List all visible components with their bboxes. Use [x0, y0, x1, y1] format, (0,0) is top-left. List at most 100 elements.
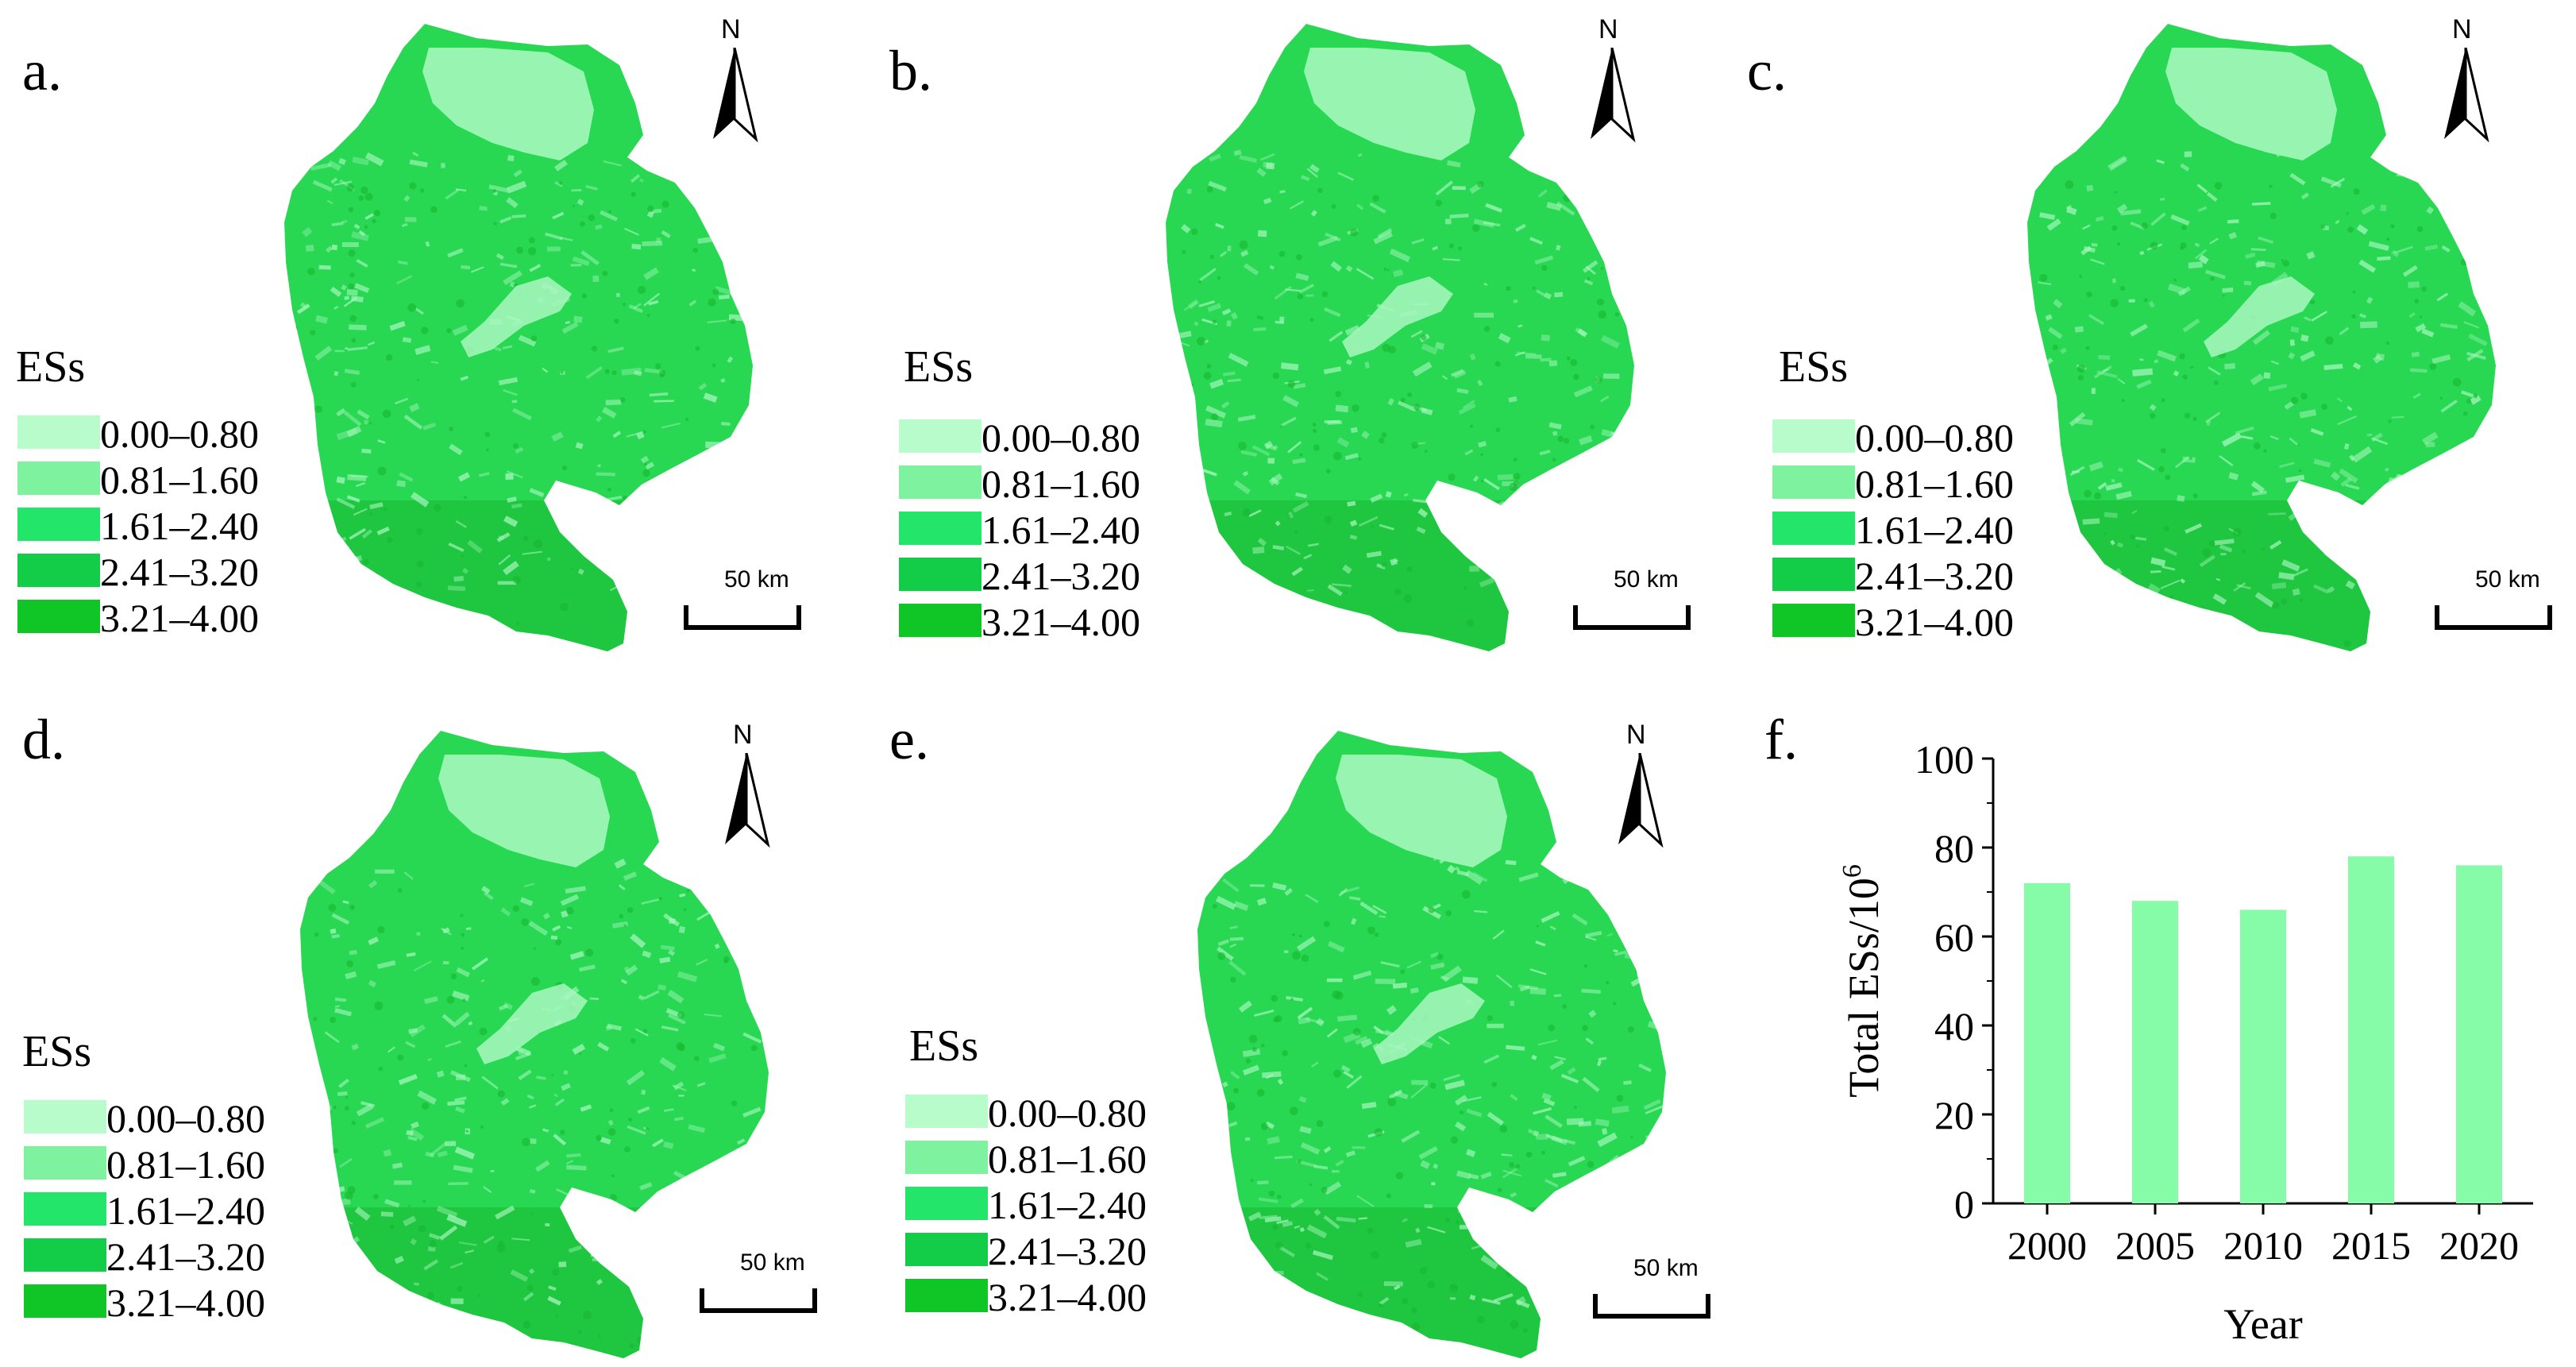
y-tick-label: 40: [1934, 1004, 1974, 1048]
panel-letter: a.: [22, 39, 62, 102]
legend-label: 3.21–4.00: [981, 600, 1140, 644]
legend-label: 3.21–4.00: [106, 1280, 265, 1325]
legend-label: 0.81–1.60: [106, 1142, 265, 1187]
x-tick-label: 2015: [2331, 1223, 2411, 1268]
legend-item: 1.61–2.40: [24, 1188, 326, 1233]
legend-label: 2.41–3.20: [100, 550, 259, 594]
legend-label: 0.81–1.60: [988, 1137, 1147, 1181]
legend-item: 0.00–0.80: [1772, 415, 2074, 460]
legend-item: 3.21–4.00: [24, 1280, 326, 1325]
legend-swatch: [905, 1095, 988, 1128]
legend-swatch: [899, 465, 981, 499]
scale-label: 50 km: [1614, 566, 1679, 593]
legend-swatch: [1772, 419, 1855, 453]
scale-label: 50 km: [724, 566, 789, 593]
legend-swatch: [1772, 604, 1855, 637]
legend-swatch: [1772, 465, 1855, 499]
north-arrow-icon: [725, 753, 770, 848]
reservoir: [476, 983, 588, 1064]
legend-swatch: [899, 419, 981, 453]
legend-item: 0.00–0.80: [24, 1096, 326, 1141]
panel-letter: e.: [889, 708, 929, 771]
legend-item: 3.21–4.00: [905, 1275, 1207, 1319]
legend-item: 0.00–0.80: [17, 411, 319, 456]
legend-swatch: [905, 1187, 988, 1220]
panel-letter: c.: [1747, 39, 1787, 102]
legend-label: 1.61–2.40: [1855, 508, 2014, 552]
legend-item: 0.81–1.60: [17, 458, 319, 502]
legend-item: 3.21–4.00: [17, 596, 319, 640]
region-map: [284, 24, 753, 651]
legend-item: 1.61–2.40: [1772, 508, 2074, 552]
legend-title: ESs: [22, 1027, 92, 1076]
legend-swatch: [905, 1141, 988, 1174]
y-tick-label: 100: [1915, 737, 1974, 782]
legend-label: 3.21–4.00: [1855, 600, 2014, 644]
legend-label: 1.61–2.40: [988, 1183, 1147, 1227]
legend-swatch: [899, 558, 981, 591]
legend-swatch: [905, 1279, 988, 1312]
legend-item: 1.61–2.40: [905, 1183, 1207, 1227]
legend-swatch: [24, 1146, 106, 1180]
study-area: [1197, 731, 1666, 1358]
north-label: N: [733, 720, 753, 750]
legend-item: 0.81–1.60: [905, 1137, 1207, 1181]
legend-title: ESs: [904, 342, 974, 392]
x-tick-label: 2000: [2007, 1223, 2087, 1268]
lake: [2165, 48, 2337, 160]
legend-item: 0.81–1.60: [899, 461, 1201, 506]
legend-label: 0.00–0.80: [981, 415, 1140, 460]
reservoir: [1342, 276, 1453, 357]
legend-label: 0.00–0.80: [100, 411, 259, 456]
lake: [1304, 48, 1475, 160]
legend-item: 1.61–2.40: [899, 508, 1201, 552]
legend-item: 1.61–2.40: [17, 504, 319, 548]
bar-2020: [2456, 865, 2502, 1203]
legend-swatch: [24, 1284, 106, 1318]
north-arrow-icon: [1618, 753, 1664, 848]
panel-letter: d.: [22, 708, 65, 771]
legend-label: 0.81–1.60: [100, 458, 259, 502]
legend-swatch: [24, 1238, 106, 1272]
region-map: [2027, 24, 2496, 651]
x-tick-label: 2010: [2223, 1223, 2303, 1268]
study-area: [284, 24, 753, 651]
legend-item: 0.81–1.60: [24, 1142, 326, 1187]
north-label: N: [721, 14, 741, 44]
y-tick-label: 80: [1934, 826, 1974, 871]
panel-letter: b.: [889, 39, 932, 102]
legend-label: 0.00–0.80: [1855, 415, 2014, 460]
scale-bar: [1573, 605, 1691, 630]
panel-letter-f: f.: [1764, 708, 1798, 771]
lake: [438, 755, 610, 867]
legend-swatch: [17, 461, 100, 495]
legend-item: 2.41–3.20: [905, 1229, 1207, 1273]
legend-swatch: [899, 604, 981, 637]
legend-swatch: [24, 1100, 106, 1133]
lake: [422, 48, 594, 160]
legend-item: 0.00–0.80: [905, 1091, 1207, 1135]
north-label: N: [1626, 720, 1646, 750]
region-map: [1197, 731, 1666, 1358]
north-arrow-icon: [713, 48, 758, 143]
legend-label: 1.61–2.40: [981, 508, 1140, 552]
reservoir: [2204, 276, 2315, 357]
scale-label: 50 km: [1633, 1255, 1699, 1281]
x-axis-label: Year: [2223, 1300, 2303, 1348]
north-arrow-icon: [2444, 48, 2489, 143]
north-arrow-icon: [1591, 48, 1636, 143]
bar-2000: [2024, 882, 2070, 1203]
legend-swatch: [905, 1233, 988, 1266]
x-tick-label: 2005: [2115, 1223, 2195, 1268]
legend-item: 2.41–3.20: [1772, 554, 2074, 598]
y-axis-label: Total ESs/106: [1838, 864, 1888, 1098]
y-tick-label: 0: [1954, 1182, 1974, 1226]
bar-2010: [2240, 909, 2286, 1203]
bar-2005: [2132, 901, 2178, 1203]
scale-label: 50 km: [2475, 566, 2540, 593]
legend-swatch: [1772, 512, 1855, 545]
scale-label: 50 km: [740, 1249, 805, 1276]
y-tick-label: 60: [1934, 915, 1974, 960]
legend-label: 2.41–3.20: [1855, 554, 2014, 598]
region-map: [1166, 24, 1634, 651]
